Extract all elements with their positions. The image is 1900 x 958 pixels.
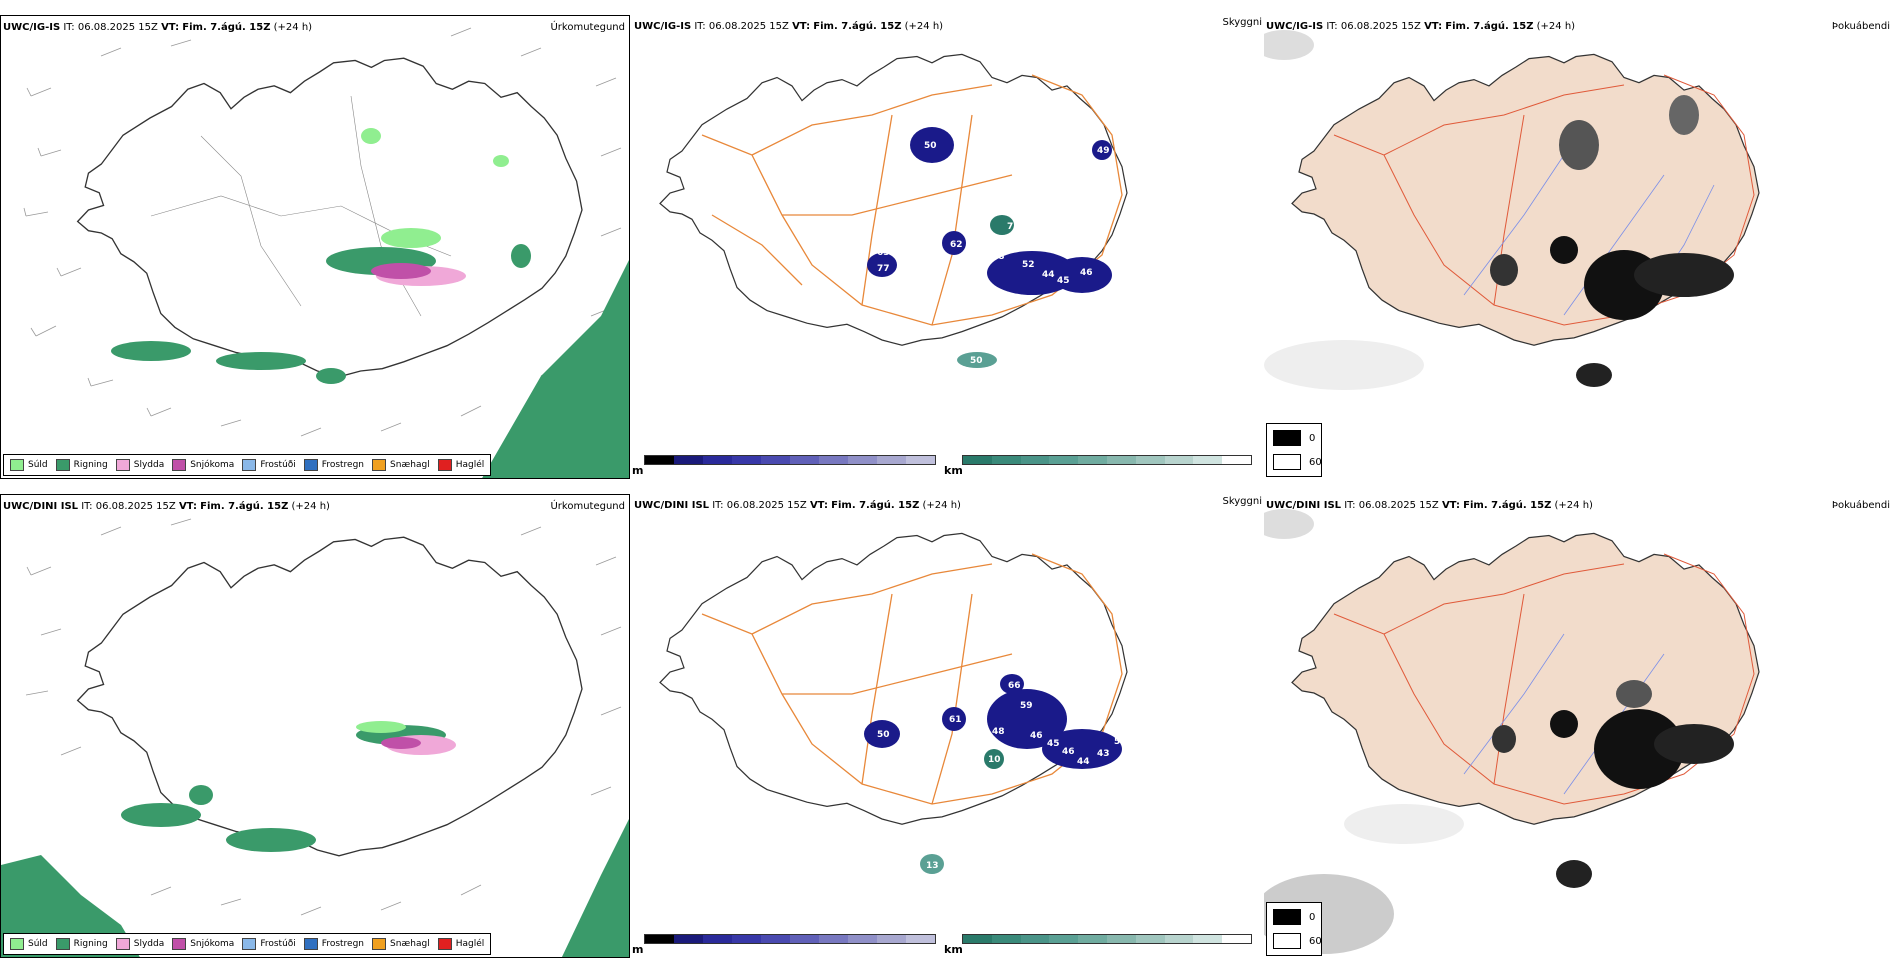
panel-header: UWC/IG-IS IT: 06.08.2025 15Z VT: Fim. 7.… [3,22,313,33]
fog-legend: 0 60 [1266,423,1322,477]
cloud-value: 13 [926,861,939,871]
cloud-value: 10 [988,755,1001,765]
cloud-value: 52 [1022,260,1035,270]
cloud-value: 66 [1008,681,1021,691]
panel-title: Úrkomutegund [550,22,625,33]
cloud-value: 44 [1042,270,1055,280]
panel-title: Þokuábendi [1831,500,1890,511]
panel-header: UWC/IG-IS IT: 06.08.2025 15Z VT: Fim. 7.… [1266,21,1576,32]
cloud-value: 46 [1062,747,1075,757]
fog-areas [1492,680,1734,888]
cloud-value: 63 [877,248,890,258]
cloud-base-panel-bottom: UWC/DINI ISL IT: 06.08.2025 15Z VT: Fim.… [632,494,1262,958]
cloud-value: 78 [1007,222,1020,232]
legend-item: Haglél [437,459,484,471]
cloud-base-areas [867,127,1112,368]
legend-item: Frostregn [303,459,364,471]
coastline [659,53,1128,346]
legend-item: Haglél [437,938,484,950]
cloud-map: 50 62 63 77 78 52 44 45 46 38 49 50 47 [659,53,1128,368]
cloud-base-colorbar: m 0 200 400 600 800 1000 [632,934,942,956]
panel-title: Skyggni [1222,496,1262,507]
panel-header: UWC/DINI ISL IT: 06.08.2025 15Z VT: Fim.… [3,501,330,512]
legend-item: Rigning [55,459,108,471]
coastline [659,532,1128,825]
legend-item: Rigning [55,938,108,950]
legend-item: Snjókoma [172,938,234,950]
precip-areas [1,721,629,957]
roads [701,553,1123,805]
cloud-value: 59 [1020,701,1033,711]
fog-panel-bottom: UWC/DINI ISL IT: 06.08.2025 15Z VT: Fim.… [1264,494,1894,958]
cloud-base-values: 50 62 63 77 78 52 44 45 46 38 49 50 47 [877,141,1110,366]
precip-map [23,27,629,478]
legend-item: Frostúði [242,938,296,950]
legend-item: Snæhagl [372,459,430,471]
panel-header: UWC/DINI ISL IT: 06.08.2025 15Z VT: Fim.… [1266,500,1593,511]
cloud-value: 44 [1077,757,1090,767]
legend-item: Snæhagl [372,938,430,950]
cloud-base-colorbar: m 0 200 400 600 800 1000 [632,455,942,477]
fog-map [1264,30,1760,390]
cloud-value: 50 [877,730,890,740]
cloud-value: 53 [1114,737,1127,747]
cloud-base-areas [864,674,1122,874]
legend-item: Frostregn [303,938,364,950]
cloud-value: 43 [1097,749,1110,759]
cloud-value: 48 [992,727,1005,737]
wind-barbs [25,518,622,916]
legend-item: Frostúði [242,459,296,471]
cloud-height-colorbar: km 1 2 3 4 5 6 7 8 9 10 [944,455,1254,477]
fog-legend: 0 60 [1266,902,1322,956]
cloud-value: 46 [1030,731,1043,741]
legend-item: Slydda [115,938,164,950]
cloud-value: 46 [1080,268,1093,278]
fog-panel-top: UWC/IG-IS IT: 06.08.2025 15Z VT: Fim. 7.… [1264,15,1894,479]
coastline [76,57,583,378]
cloud-base-values: 50 61 66 59 48 46 45 46 44 43 53 10 13 [877,681,1127,871]
cloud-value: 62 [950,240,963,250]
cloud-value: 45 [1057,276,1070,286]
cloud-value: 50 [970,356,983,366]
precip-type-panel-top: UWC/IG-IS IT: 06.08.2025 15Z VT: Fim. 7.… [0,15,630,479]
cloud-value: 38 [992,252,1005,262]
roads [701,74,1123,326]
panel-title: Skyggni [1222,17,1262,28]
precip-map [1,518,629,957]
precip-legend: Súld Rigning Slydda Snjókoma Frostúði Fr… [3,454,492,476]
cloud-value: 47 [937,168,950,178]
precip-type-panel-bottom: UWC/DINI ISL IT: 06.08.2025 15Z VT: Fim.… [0,494,630,958]
cloud-map: 50 61 66 59 48 46 45 46 44 43 53 10 13 [659,532,1128,874]
cloud-value: 45 [1047,739,1060,749]
legend-item: Snjókoma [172,459,234,471]
legend-item: Súld [10,459,48,471]
panel-title: Úrkomutegund [550,501,625,512]
coastline [1291,532,1760,825]
cloud-height-colorbar: km 1 2 3 4 5 6 7 8 9 10 [944,934,1254,956]
cloud-base-panel-top: UWC/IG-IS IT: 06.08.2025 15Z VT: Fim. 7.… [632,15,1262,479]
cloud-value: 77 [877,264,890,274]
fog-map [1264,509,1760,954]
fog-areas [1490,95,1734,387]
cloud-value: 50 [924,141,937,151]
panel-title: Þokuábendi [1831,21,1890,32]
cloud-value: 61 [949,715,962,725]
legend-item: Slydda [115,459,164,471]
legend-item: Súld [10,938,48,950]
panel-header: UWC/DINI ISL IT: 06.08.2025 15Z VT: Fim.… [634,500,961,511]
cloud-value: 49 [1097,146,1110,156]
panel-header: UWC/IG-IS IT: 06.08.2025 15Z VT: Fim. 7.… [634,21,944,32]
precip-legend: Súld Rigning Slydda Snjókoma Frostúði Fr… [3,933,492,955]
precip-areas [111,128,629,478]
